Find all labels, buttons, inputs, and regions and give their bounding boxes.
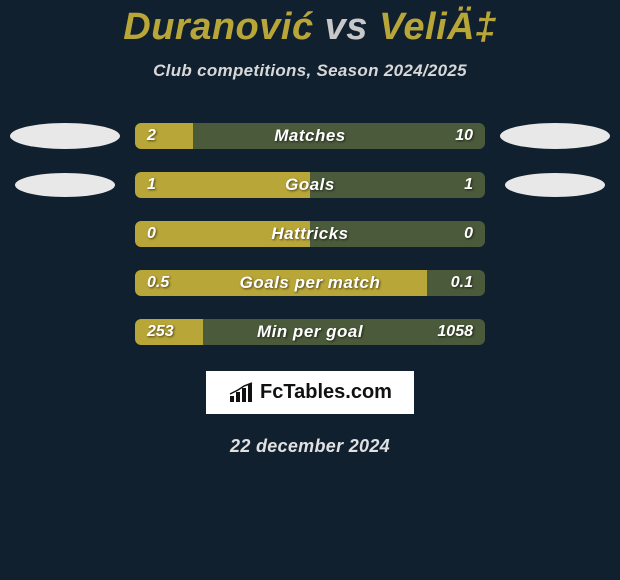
vs-label: vs	[325, 6, 368, 48]
player2-photo	[500, 123, 610, 149]
stat-bar-left-fill	[135, 172, 310, 198]
player1-name: Duranović	[123, 6, 313, 48]
stat-label: Goals	[285, 175, 335, 195]
stat-right-value: 0	[464, 225, 473, 243]
empty-cell	[0, 319, 130, 345]
stats-grid: 2Matches101Goals10Hattricks00.5Goals per…	[0, 123, 620, 345]
empty-cell	[490, 221, 620, 247]
stat-left-value: 253	[147, 323, 174, 341]
empty-cell	[490, 319, 620, 345]
stat-label: Hattricks	[271, 224, 348, 244]
empty-cell	[0, 221, 130, 247]
logo-text: FcTables.com	[260, 381, 392, 404]
stat-left-value: 2	[147, 127, 156, 145]
subtitle: Club competitions, Season 2024/2025	[153, 61, 467, 81]
stat-bar: 0 Hattricks 0	[135, 221, 485, 247]
stat-label: Goals per match	[240, 273, 381, 293]
stat-bar: 1 Goals 1	[135, 172, 485, 198]
stat-label: Matches	[274, 126, 346, 146]
empty-cell	[0, 270, 130, 296]
stat-right-value: 1	[464, 176, 473, 194]
player1-photo	[10, 123, 120, 149]
stat-bar-left-fill	[135, 123, 193, 149]
player1-photo	[15, 173, 115, 197]
stat-bar: 0.5 Goals per match 0.1	[135, 270, 485, 296]
stat-label: Min per goal	[257, 322, 363, 342]
stat-right-value: 1058	[437, 323, 473, 341]
chart-icon	[228, 382, 256, 404]
page-title: Duranović vs VeliÄ‡	[123, 6, 497, 49]
stat-left-value: 1	[147, 176, 156, 194]
stat-right-value: 10	[455, 127, 473, 145]
fctables-logo[interactable]: FcTables.com	[206, 371, 414, 414]
stat-bar: 253 Min per goal 1058	[135, 319, 485, 345]
date-label: 22 december 2024	[230, 436, 390, 457]
empty-cell	[490, 270, 620, 296]
stat-right-value: 0.1	[451, 274, 473, 292]
stat-bar: 2 Matches 10	[135, 123, 485, 149]
stat-left-value: 0.5	[147, 274, 169, 292]
player2-name: VeliÄ‡	[379, 6, 497, 48]
player2-photo	[505, 173, 605, 197]
stat-left-value: 0	[147, 225, 156, 243]
